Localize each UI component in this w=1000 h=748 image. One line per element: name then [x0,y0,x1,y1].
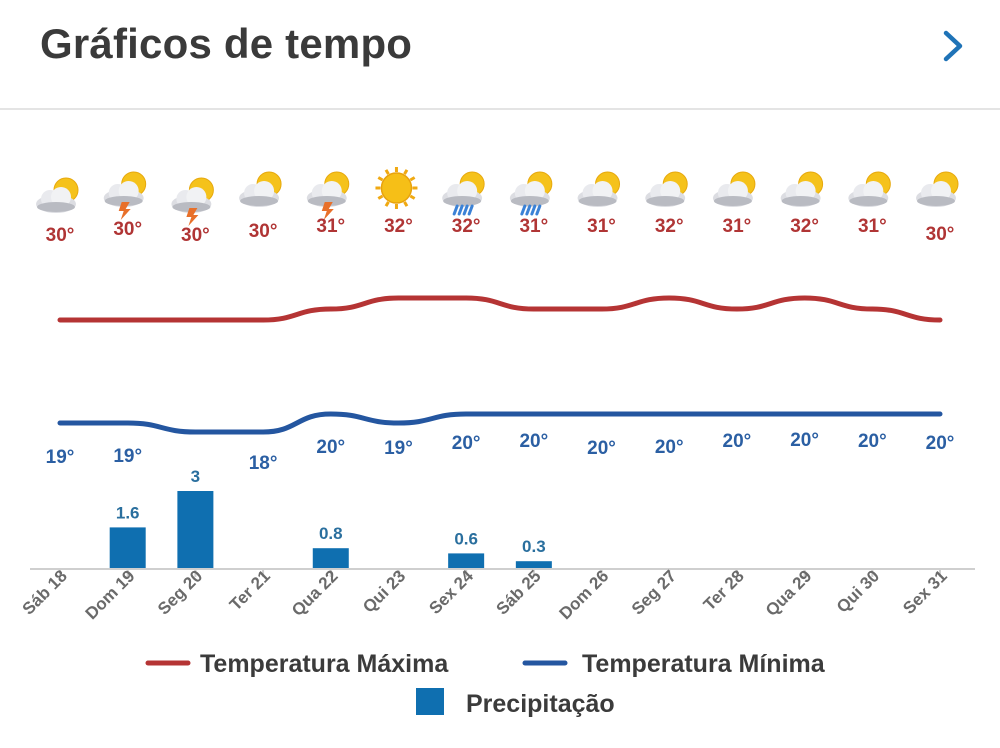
legend-min-label: Temperatura Mínima [582,650,826,678]
max-temperature-labels: 30° 30° 30° 30° 31° 32° 32° 31° 31° 32° 31° 32° 31° 3… [46,216,955,246]
max-temp-label: 30° [113,219,142,240]
weather-icons [36,167,959,226]
x-tick-label: Dom 26 [556,566,613,623]
min-temp-label: 20° [316,437,345,458]
sun-cloud-icon [577,171,621,207]
x-tick-label: Sáb 18 [19,566,71,618]
max-temp-label: 30° [46,225,75,246]
max-temp-label: 31° [587,216,616,237]
sun-icon [375,167,418,209]
sun-cloud-icon [916,171,959,207]
max-temp-label: 31° [316,216,345,237]
thunderstorm-icon [306,171,350,220]
max-temp-label: 31° [858,216,887,237]
max-temp-label: 31° [519,216,548,237]
max-temp-label: 32° [452,216,481,237]
precip-value-label: 0.8 [319,524,343,543]
page-title: Gráficos de tempo [40,20,413,67]
max-temp-label: 32° [384,216,413,237]
x-tick-label: Qui 23 [359,566,409,616]
x-tick-label: Sex 24 [425,566,477,618]
sun-cloud-icon [712,171,756,207]
max-temp-label: 30° [249,221,278,242]
x-tick-label: Seg 27 [628,566,680,618]
min-temp-label: 19° [113,446,142,467]
max-temp-label: 30° [926,224,955,245]
min-temp-label: 20° [790,430,819,451]
x-tick-label: Qua 29 [762,566,816,620]
precip-value-label: 0.6 [454,529,478,548]
min-temp-label: 19° [46,447,75,468]
max-temp-label: 32° [655,216,684,237]
x-tick-label: Dom 19 [82,566,139,623]
min-temp-label: 20° [926,433,955,454]
precip-bar [448,553,485,569]
legend-precip-label: Precipitação [466,690,615,718]
x-tick-label: Sáb 25 [492,566,544,618]
min-temp-label: 20° [723,431,752,452]
precipitation-bars [109,491,552,569]
sun-cloud-icon [36,177,79,213]
x-tick-label: Qui 30 [833,566,883,616]
min-temp-label: 18° [249,453,278,474]
min-temperature-line [57,411,943,435]
legend: Temperatura Máxima Temperatura Mínima Pr… [145,650,826,718]
legend-precip-swatch [416,688,444,715]
max-temp-label: 32° [790,216,819,237]
x-tick-label: Seg 20 [154,566,206,618]
sun-cloud-icon [780,171,824,207]
max-temperature-line [57,295,943,323]
precip-value-label: 0.3 [522,537,546,556]
precipitation-labels: 1.6 3 0.8 0.6 0.3 [116,467,546,556]
x-tick-label: Qua 22 [288,566,342,620]
max-temp-label: 30° [181,225,210,246]
chevron-right-icon[interactable] [938,28,968,64]
sun-cloud-icon [239,171,282,207]
precip-bar [515,561,552,569]
legend-max-label: Temperatura Máxima [200,650,449,678]
precip-bar [312,548,349,569]
x-tick-label: Ter 28 [700,566,748,614]
min-temp-label: 20° [587,438,616,459]
sun-cloud-icon [848,171,891,207]
precip-bar [109,527,146,569]
max-temp-label: 31° [723,216,752,237]
weather-chart: 30° 30° 30° 30° 31° 32° 32° 31° 31° 32° 31° 32° 31° 3… [19,167,975,718]
min-temp-label: 20° [519,431,548,452]
min-temp-label: 19° [384,438,413,459]
x-axis-ticks: Sáb 18 Dom 19 Seg 20 Ter 21 Qua 22 Qui 23 Sex … [19,566,951,623]
min-temp-label: 20° [858,431,887,452]
thunderstorm-icon [171,177,214,226]
rain-icon [442,171,485,216]
min-temp-label: 20° [452,433,481,454]
thunderstorm-icon [103,171,147,220]
precip-value-label: 3 [191,467,200,486]
rain-icon [509,171,553,216]
sun-cloud-icon [645,171,688,207]
min-temperature-labels: 19° 19° 18° 20° 19° 20° 20° 20° 20° 20° 20° 20° 20° [46,430,955,474]
precip-bar [177,491,214,569]
min-temp-label: 20° [655,437,684,458]
precip-value-label: 1.6 [116,503,140,522]
x-tick-label: Ter 21 [226,566,274,614]
header: Gráficos de tempo [0,0,1000,110]
x-tick-label: Sex 31 [899,566,951,618]
